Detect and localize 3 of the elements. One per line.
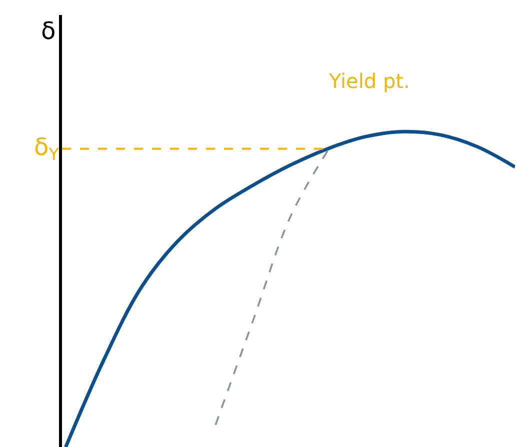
y-axis-title: δ: [41, 17, 56, 45]
ref-line-label: δ$_{Y}$: [34, 133, 60, 164]
text: Yield pt.: [328, 69, 410, 93]
